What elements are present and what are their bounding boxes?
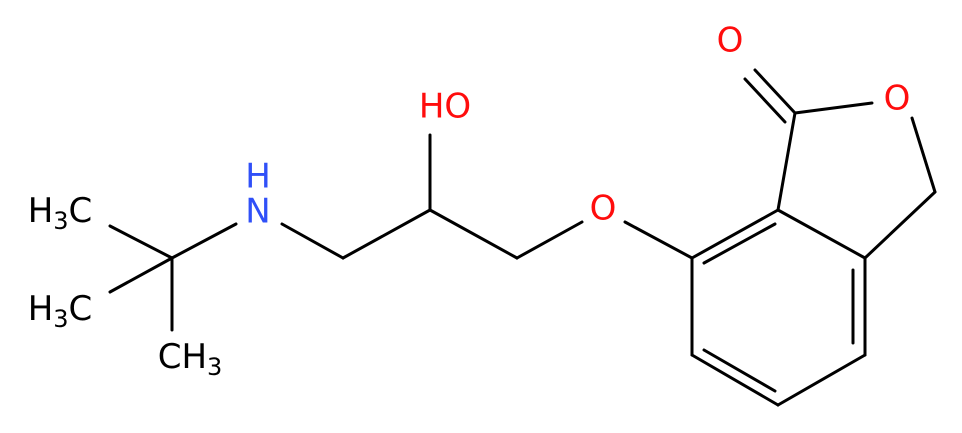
atom-label: O (884, 79, 911, 119)
atom-label: O (590, 189, 617, 229)
label-part: H (28, 289, 54, 329)
label-sub: 3 (207, 353, 222, 381)
bonds (108, 68, 937, 407)
atom-label: HO (419, 87, 471, 127)
atom-label: H3C (28, 289, 93, 334)
label-part: C (69, 289, 93, 329)
label-part: CH (158, 337, 207, 377)
label-sub: 3 (53, 207, 68, 235)
atom-label: CH3 (158, 337, 223, 382)
atom-label: O (717, 21, 744, 61)
atom-label: N (245, 192, 270, 232)
atom-label: H (245, 157, 271, 197)
label-part: H (28, 191, 54, 231)
label-sub: 3 (53, 305, 68, 333)
label-part: C (69, 191, 93, 231)
atom-label: H3C (28, 191, 93, 236)
